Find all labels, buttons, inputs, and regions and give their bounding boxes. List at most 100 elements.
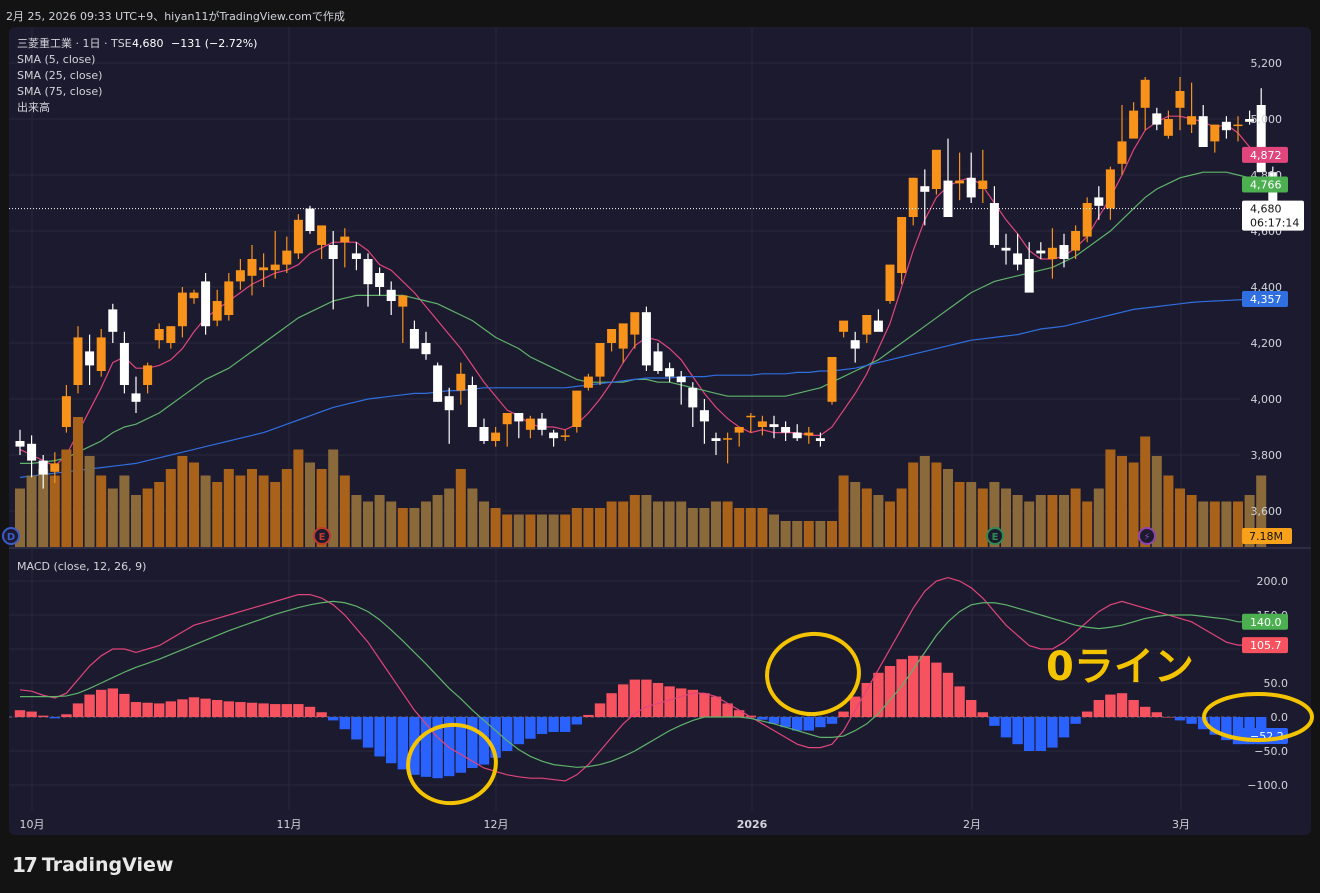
volume-bar xyxy=(1209,501,1220,547)
volume-bar xyxy=(699,508,710,547)
volume-bar xyxy=(989,482,1000,547)
macd-hist-bar xyxy=(281,704,292,717)
volume-bar xyxy=(316,469,327,547)
event-marker-label: E xyxy=(992,532,999,543)
candle-body xyxy=(293,219,303,254)
volume-bar xyxy=(1244,495,1255,547)
macd-tag-label: 105.7 xyxy=(1250,639,1282,652)
price-tick-label: 5,000 xyxy=(1251,113,1283,126)
volume-bar xyxy=(223,469,234,547)
macd-hist-bar xyxy=(1221,717,1232,741)
candles xyxy=(15,77,1278,489)
volume-bar xyxy=(1012,495,1023,547)
legend-sma5[interactable]: SMA (5, close) xyxy=(17,53,95,66)
volume-bar xyxy=(919,456,930,547)
macd-hist-bar xyxy=(792,717,803,731)
volume-bar xyxy=(432,495,443,547)
macd-hist-bar xyxy=(571,717,582,725)
candle-body xyxy=(908,177,918,217)
volume-bar xyxy=(734,508,745,547)
tradingview-logo[interactable]: 17 TradingView xyxy=(12,853,173,877)
candle-body xyxy=(862,315,872,335)
macd-hist-bar xyxy=(200,698,211,717)
candle-body xyxy=(665,368,675,377)
volume-bar xyxy=(189,462,199,547)
tv-logo-icon: 17 xyxy=(12,853,38,877)
legend-sma25[interactable]: SMA (25, close) xyxy=(17,69,102,82)
macd-hist-bar xyxy=(815,717,826,728)
volume-bar xyxy=(815,521,826,547)
volume-bar xyxy=(421,501,431,547)
volume-bar xyxy=(84,456,95,547)
macd-hist-bar xyxy=(1174,717,1186,721)
volume-bar xyxy=(525,514,536,547)
candle-body xyxy=(920,186,930,192)
volume-bar xyxy=(328,449,339,547)
volume-tag-label: 7.18M xyxy=(1249,530,1283,543)
volume-bar xyxy=(479,501,489,547)
macd-hist-bar xyxy=(1128,700,1139,717)
volume-bar xyxy=(513,514,524,547)
volume-bar xyxy=(1221,501,1232,547)
time-tick-label: 10月 xyxy=(20,818,45,831)
sma25-line xyxy=(20,171,1262,464)
volume-bar xyxy=(583,508,594,547)
candle-body xyxy=(734,427,744,433)
macd-signal-line xyxy=(20,600,1262,768)
macd-tick-label: 200.0 xyxy=(1257,575,1289,588)
chart-panel xyxy=(9,27,1311,835)
macd-hist-bar xyxy=(328,717,339,721)
legend-macd[interactable]: MACD (close, 12, 26, 9) xyxy=(17,560,146,573)
volume-bar xyxy=(351,495,362,547)
annotation-circle-zero xyxy=(1202,692,1314,742)
macd-hist-bar xyxy=(61,714,72,717)
volume-bar xyxy=(467,488,478,547)
macd-tag-box xyxy=(1242,637,1288,654)
macd-hist-bar xyxy=(49,717,60,719)
volume-bar xyxy=(1093,488,1104,547)
macd-hist-bar xyxy=(339,717,350,730)
volume-bar xyxy=(1140,436,1151,547)
candle-body xyxy=(827,357,837,402)
macd-hist-bar xyxy=(1058,717,1070,738)
macd-hist-bar xyxy=(652,683,664,717)
macd-hist-bar xyxy=(629,679,640,717)
volume-bar xyxy=(1070,488,1081,547)
macd-hist-bar xyxy=(919,655,930,717)
macd-hist-bar xyxy=(165,701,176,717)
macd-hist-bar xyxy=(583,714,594,717)
volume-bar xyxy=(827,521,837,547)
macd-hist-bar xyxy=(246,702,258,717)
legend-sma75[interactable]: SMA (75, close) xyxy=(17,85,102,98)
macd-hist-bar xyxy=(455,717,466,773)
candle-body xyxy=(351,253,361,259)
price-tag-box xyxy=(1242,176,1288,193)
candle-body xyxy=(85,351,95,366)
legend-volume[interactable]: 出来高 xyxy=(17,100,50,114)
macd-hist-bar xyxy=(432,717,443,779)
countdown-label: 06:17:14 xyxy=(1250,217,1299,230)
volume-bar xyxy=(339,475,350,547)
candle-body xyxy=(653,351,663,371)
candle-body xyxy=(433,365,443,402)
volume-bar xyxy=(444,488,455,547)
candle-body xyxy=(1036,250,1046,254)
candle-body xyxy=(1013,253,1023,265)
candle-body xyxy=(328,245,338,259)
volume-bar xyxy=(850,482,861,547)
candle-body xyxy=(839,320,849,332)
annotation-circle-macd-low xyxy=(406,722,498,806)
volume-tag-box xyxy=(1242,528,1292,544)
volume-bar xyxy=(305,462,315,547)
volume-bar xyxy=(676,501,687,547)
macd-hist-bar xyxy=(884,666,896,717)
macd-hist-bar xyxy=(119,693,130,717)
event-marker xyxy=(2,527,20,545)
volume-bar xyxy=(873,495,884,547)
candle-body xyxy=(1163,119,1173,136)
volume-bar xyxy=(1117,456,1127,547)
volume-bar xyxy=(537,514,547,547)
price-tag-label: 4,357 xyxy=(1250,293,1282,306)
macd-macd-line xyxy=(19,576,1262,782)
